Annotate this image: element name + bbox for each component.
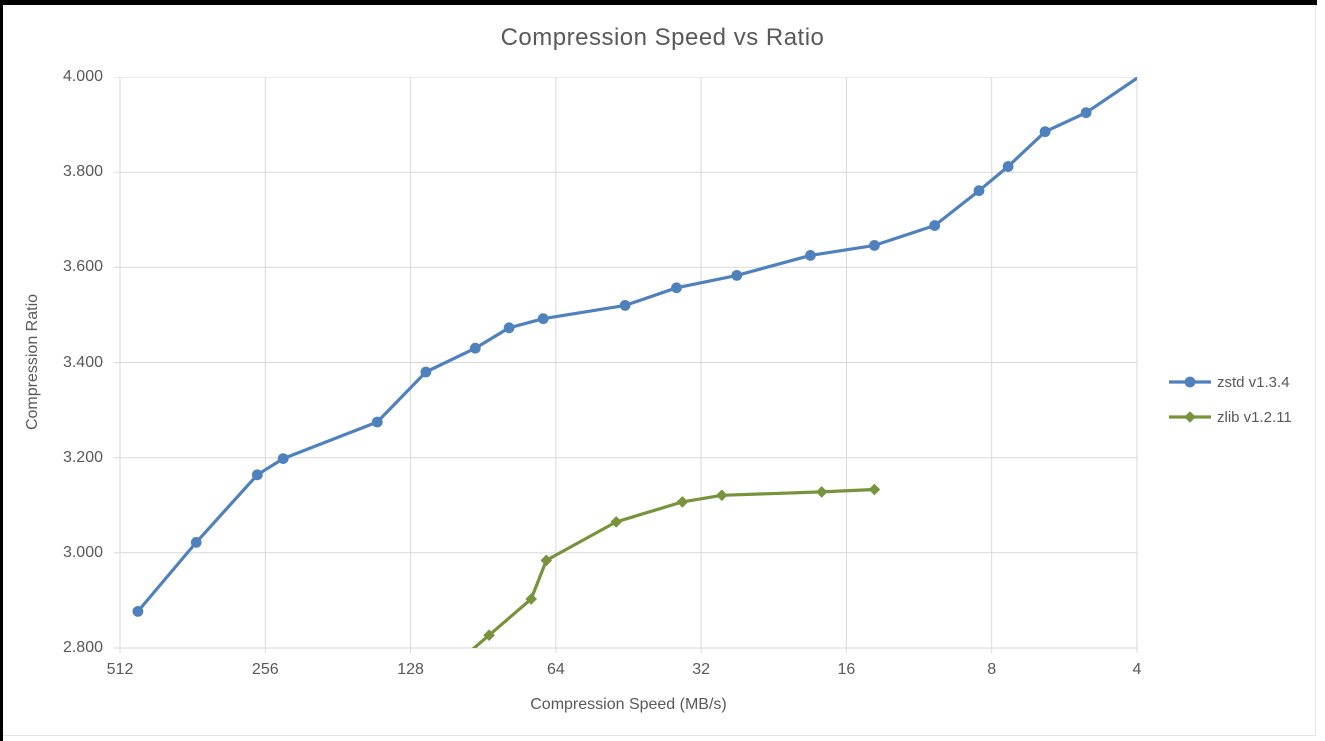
- y-tick-label: 3.600: [62, 258, 103, 276]
- x-axis-title: Compression Speed (MB/s): [530, 696, 727, 713]
- y-tick-label: 3.400: [62, 353, 103, 371]
- legend-marker-zstd-icon: [1169, 376, 1211, 388]
- legend-label: zstd v1.3.4: [1217, 373, 1290, 391]
- legend-marker-zlib-icon: [1169, 411, 1211, 423]
- chart-title: Compression Speed vs Ratio: [500, 24, 825, 51]
- legend-label: zlib v1.2.11: [1217, 408, 1292, 426]
- frame-bottom-border: [3, 735, 1316, 736]
- y-tick-label: 3.200: [62, 448, 103, 466]
- legend: zstd v1.3.4 zlib v1.2.11: [1168, 372, 1292, 442]
- x-tick-label: 16: [837, 661, 856, 678]
- y-tick-label: 2.800: [62, 639, 103, 656]
- x-tick-label: 8: [987, 661, 997, 678]
- x-tick-label: 128: [397, 661, 424, 678]
- series-zlib: [471, 483, 881, 648]
- y-axis-title: Compression Ratio: [24, 293, 41, 431]
- frame-left-border: [0, 0, 3, 741]
- gridlines: [114, 77, 1138, 653]
- y-tick-label: 4.000: [62, 68, 103, 85]
- x-tick-label: 256: [251, 661, 279, 678]
- y-tick-label: 3.800: [62, 163, 103, 181]
- frame-top-border: [0, 0, 1317, 5]
- legend-item-zstd: zstd v1.3.4: [1168, 372, 1292, 392]
- x-tick-label: 512: [106, 661, 134, 678]
- x-tick-label: 32: [692, 661, 711, 678]
- legend-item-zlib: zlib v1.2.11: [1168, 407, 1292, 427]
- x-tick-label: 4: [1132, 661, 1142, 678]
- plot-area: [114, 77, 1138, 653]
- y-tick-label: 3.000: [62, 543, 103, 561]
- frame-right-border: [1315, 5, 1316, 736]
- series-zstd: [132, 77, 1137, 617]
- x-tick-label: 64: [546, 661, 565, 678]
